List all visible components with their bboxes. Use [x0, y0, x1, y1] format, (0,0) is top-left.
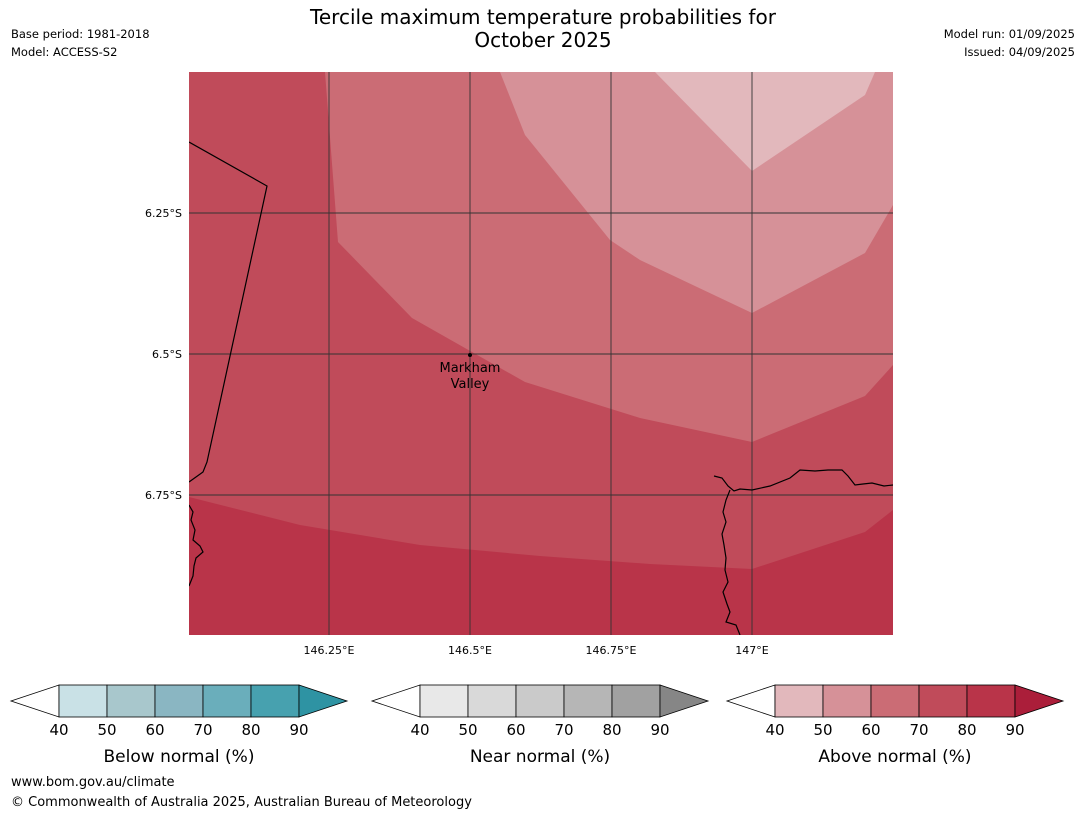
meta-right: Model run: 01/09/2025 Issued: 04/09/2025 — [944, 25, 1075, 61]
lon-label-146-5: 146.5°E — [448, 644, 492, 657]
meta-left: Base period: 1981-2018 Model: ACCESS-S2 — [11, 25, 150, 61]
lat-label-6-25: 6.25°S — [145, 207, 182, 220]
colorbar-above-extend-low — [725, 684, 776, 718]
colorbar-above-label: Above normal (%) — [818, 747, 971, 767]
colorbar-near-segment — [563, 684, 613, 718]
band-60-light — [655, 72, 875, 171]
colorbar-near-segment — [467, 684, 517, 718]
colorbar-below-tick-label: 70 — [193, 721, 212, 739]
map-title: Tercile maximum temperature probabilitie… — [243, 6, 843, 52]
colorbar-below-tick-label: 90 — [289, 721, 308, 739]
colorbar-above: 40 50 60 70 80 90 Above normal (%) — [725, 684, 1065, 767]
coastline-west — [189, 504, 204, 587]
colorbar-above-segment — [822, 684, 872, 718]
lon-label-147: 147°E — [735, 644, 768, 657]
colorbar-below-tick-label: 50 — [97, 721, 116, 739]
colorbar-below: 40 50 60 70 80 90 Below normal (%) — [9, 684, 349, 767]
lat-label-6-5: 6.5°S — [152, 348, 182, 361]
colorbar-near-segment — [515, 684, 565, 718]
town-marker — [468, 353, 472, 357]
town-label-line-1: Markham — [440, 361, 501, 376]
colorbar-near-extend-high — [659, 684, 710, 718]
colorbar-above-tick-label: 70 — [909, 721, 928, 739]
colorbar-above-tick-label: 80 — [957, 721, 976, 739]
colorbar-below-tick-label: 80 — [241, 721, 260, 739]
colorbar-above-tick-label: 50 — [813, 721, 832, 739]
colorbar-near-tick-label: 40 — [410, 721, 429, 739]
river-east — [721, 489, 741, 635]
lon-label-146-75: 146.75°E — [586, 644, 637, 657]
colorbar-near: 40 50 60 70 80 90 Near normal (%) — [370, 684, 710, 767]
colorbar-near-tick-label: 70 — [554, 721, 573, 739]
colorbar-above-tick-label: 90 — [1005, 721, 1024, 739]
colorbar-near-tick-label: 90 — [650, 721, 669, 739]
band-80-plus — [189, 497, 893, 635]
colorbar-below-extend-low — [9, 684, 60, 718]
colorbar-above-tick-label: 60 — [861, 721, 880, 739]
colorbar-above-segment — [966, 684, 1016, 718]
colorbar-below-tick-label: 60 — [145, 721, 164, 739]
colorbar-near-label: Near normal (%) — [470, 747, 610, 767]
colorbar-above-segment — [870, 684, 920, 718]
colorbar-above-tick-label: 40 — [765, 721, 784, 739]
lat-label-6-75: 6.75°S — [145, 489, 182, 502]
town-label-line-2: Valley — [451, 377, 490, 392]
colorbar-near-tick-label: 80 — [602, 721, 621, 739]
colorbar-below-segment — [250, 684, 300, 718]
colorbar-near-segment — [419, 684, 469, 718]
map-area: Markham Valley — [189, 72, 893, 635]
title-line-2: October 2025 — [474, 28, 612, 52]
lon-label-146-25: 146.25°E — [304, 644, 355, 657]
colorbar-above-extend-high — [1014, 684, 1065, 718]
colorbar-below-label: Below normal (%) — [104, 747, 255, 767]
colorbar-below-segment — [154, 684, 204, 718]
colorbar-near-tick-label: 60 — [506, 721, 525, 739]
footer-copyright: © Commonwealth of Australia 2025, Austra… — [11, 795, 472, 810]
boundaries — [189, 141, 893, 635]
colorbar-near-tick-label: 50 — [458, 721, 477, 739]
colorbar-above-segment — [774, 684, 824, 718]
title-line-1: Tercile maximum temperature probabilitie… — [310, 5, 776, 29]
footer-url: www.bom.gov.au/climate — [11, 775, 175, 790]
graticule — [189, 72, 893, 635]
issued-date: Issued: 04/09/2025 — [964, 45, 1075, 59]
colorbar-below-segment — [58, 684, 108, 718]
base-period: Base period: 1981-2018 — [11, 27, 150, 41]
colorbar-below-tick-label: 40 — [49, 721, 68, 739]
colorbar-below-segment — [106, 684, 156, 718]
colorbars: 40 50 60 70 80 90 Below normal (%) 40 50 60 70 80 90… — [9, 684, 1065, 767]
model-name: Model: ACCESS-S2 — [11, 45, 118, 59]
model-run: Model run: 01/09/2025 — [943, 27, 1075, 41]
colorbar-above-segment — [918, 684, 968, 718]
provincial-boundary — [189, 141, 268, 483]
coastline-east — [713, 469, 893, 492]
colorbar-near-extend-low — [370, 684, 421, 718]
colorbar-below-extend-high — [298, 684, 349, 718]
colorbar-below-segment — [202, 684, 252, 718]
colorbar-near-segment — [611, 684, 661, 718]
